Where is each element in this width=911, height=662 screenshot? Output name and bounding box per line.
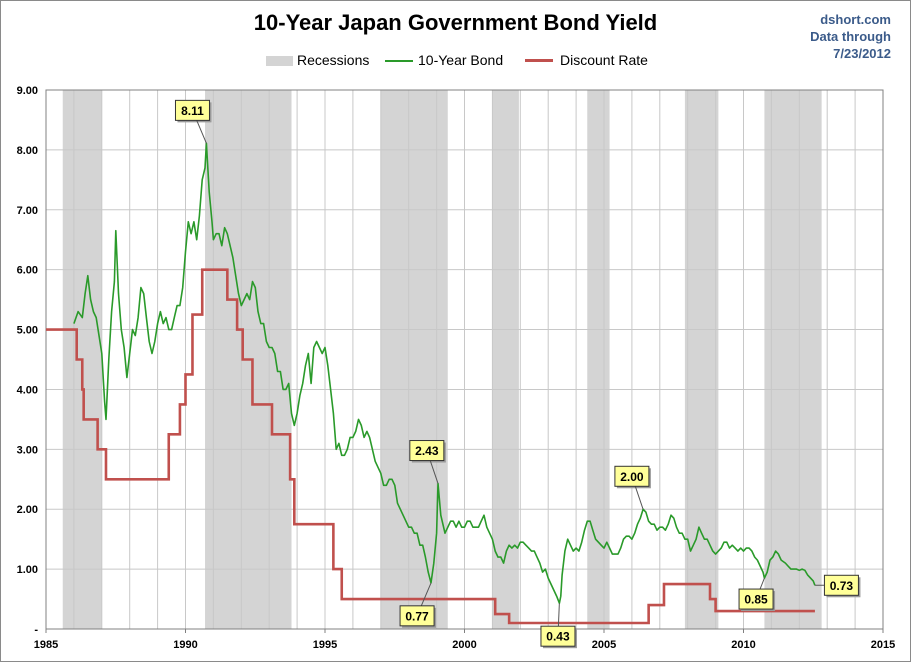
recession-band-6 <box>764 90 822 629</box>
source-line-1: dshort.com <box>820 12 891 27</box>
callout-box <box>738 588 774 610</box>
source-note: dshort.com Data through 7/23/2012 <box>810 11 891 62</box>
callout-0.77: 0.77 <box>399 582 437 628</box>
callout-2.00: 2.00 <box>614 465 651 510</box>
series-line-10-year-bond <box>73 142 816 605</box>
callout-0.43: 0.43 <box>540 603 577 649</box>
legend-label-discount: Discount Rate <box>560 52 648 68</box>
y-tick-label: - <box>34 624 38 636</box>
legend-swatch-discount <box>525 59 553 62</box>
callout-box <box>409 440 445 462</box>
callout-2.43: 2.43 <box>409 440 446 484</box>
x-tick-label: 1995 <box>313 639 337 651</box>
x-tick-label: 1985 <box>34 639 58 651</box>
callout-label: 0.73 <box>830 579 854 593</box>
chart-title: 10-Year Japan Government Bond Yield <box>253 10 658 35</box>
y-tick-label: 4.00 <box>17 384 38 396</box>
callout-box <box>399 605 435 627</box>
callout-0.73: 0.73 <box>814 574 861 598</box>
y-tick-label: 6.00 <box>17 265 38 277</box>
y-tick-label: 1.00 <box>17 564 38 576</box>
x-tick-label: 2005 <box>592 639 616 651</box>
callout-label: 2.43 <box>415 444 439 458</box>
x-tick-label: 2015 <box>871 639 895 651</box>
y-tick-label: 8.00 <box>17 145 38 157</box>
legend-swatch-bond <box>385 60 413 62</box>
callout-box <box>540 625 576 647</box>
x-tick-label: 1990 <box>173 639 197 651</box>
callout-box <box>823 574 859 596</box>
source-line-3: 7/23/2012 <box>833 46 891 61</box>
y-tick-label: 7.00 <box>17 205 38 217</box>
recession-band-4 <box>587 90 610 629</box>
callout-label: 0.43 <box>546 630 570 644</box>
y-tick-label: 9.00 <box>17 85 38 97</box>
y-tick-label: 2.00 <box>17 504 38 516</box>
chart-legend: Recessions 10-Year Bond Discount Rate <box>0 52 911 70</box>
callout-label: 0.77 <box>405 609 429 623</box>
recession-band-3 <box>492 90 519 629</box>
callout-8.11: 8.11 <box>174 99 212 144</box>
callout-label: 8.11 <box>181 104 204 118</box>
callout-box <box>174 99 210 121</box>
callout-label: 0.85 <box>744 593 768 607</box>
legend-swatch-recessions <box>266 56 293 66</box>
legend-label-recessions: Recessions <box>297 52 370 68</box>
source-line-2: Data through <box>810 29 891 44</box>
legend-label-bond: 10-Year Bond <box>418 52 504 68</box>
callout-box <box>614 465 650 487</box>
recession-band-2 <box>380 90 448 629</box>
series-line-discount-rate <box>46 268 815 625</box>
callout-label: 2.00 <box>620 470 644 484</box>
recession-band-5 <box>684 90 719 629</box>
callout-0.85: 0.85 <box>738 577 776 612</box>
x-tick-label: 2010 <box>731 639 755 651</box>
x-tick-label: 2000 <box>452 639 476 651</box>
y-tick-label: 3.00 <box>17 444 38 456</box>
y-tick-label: 5.00 <box>17 325 38 337</box>
